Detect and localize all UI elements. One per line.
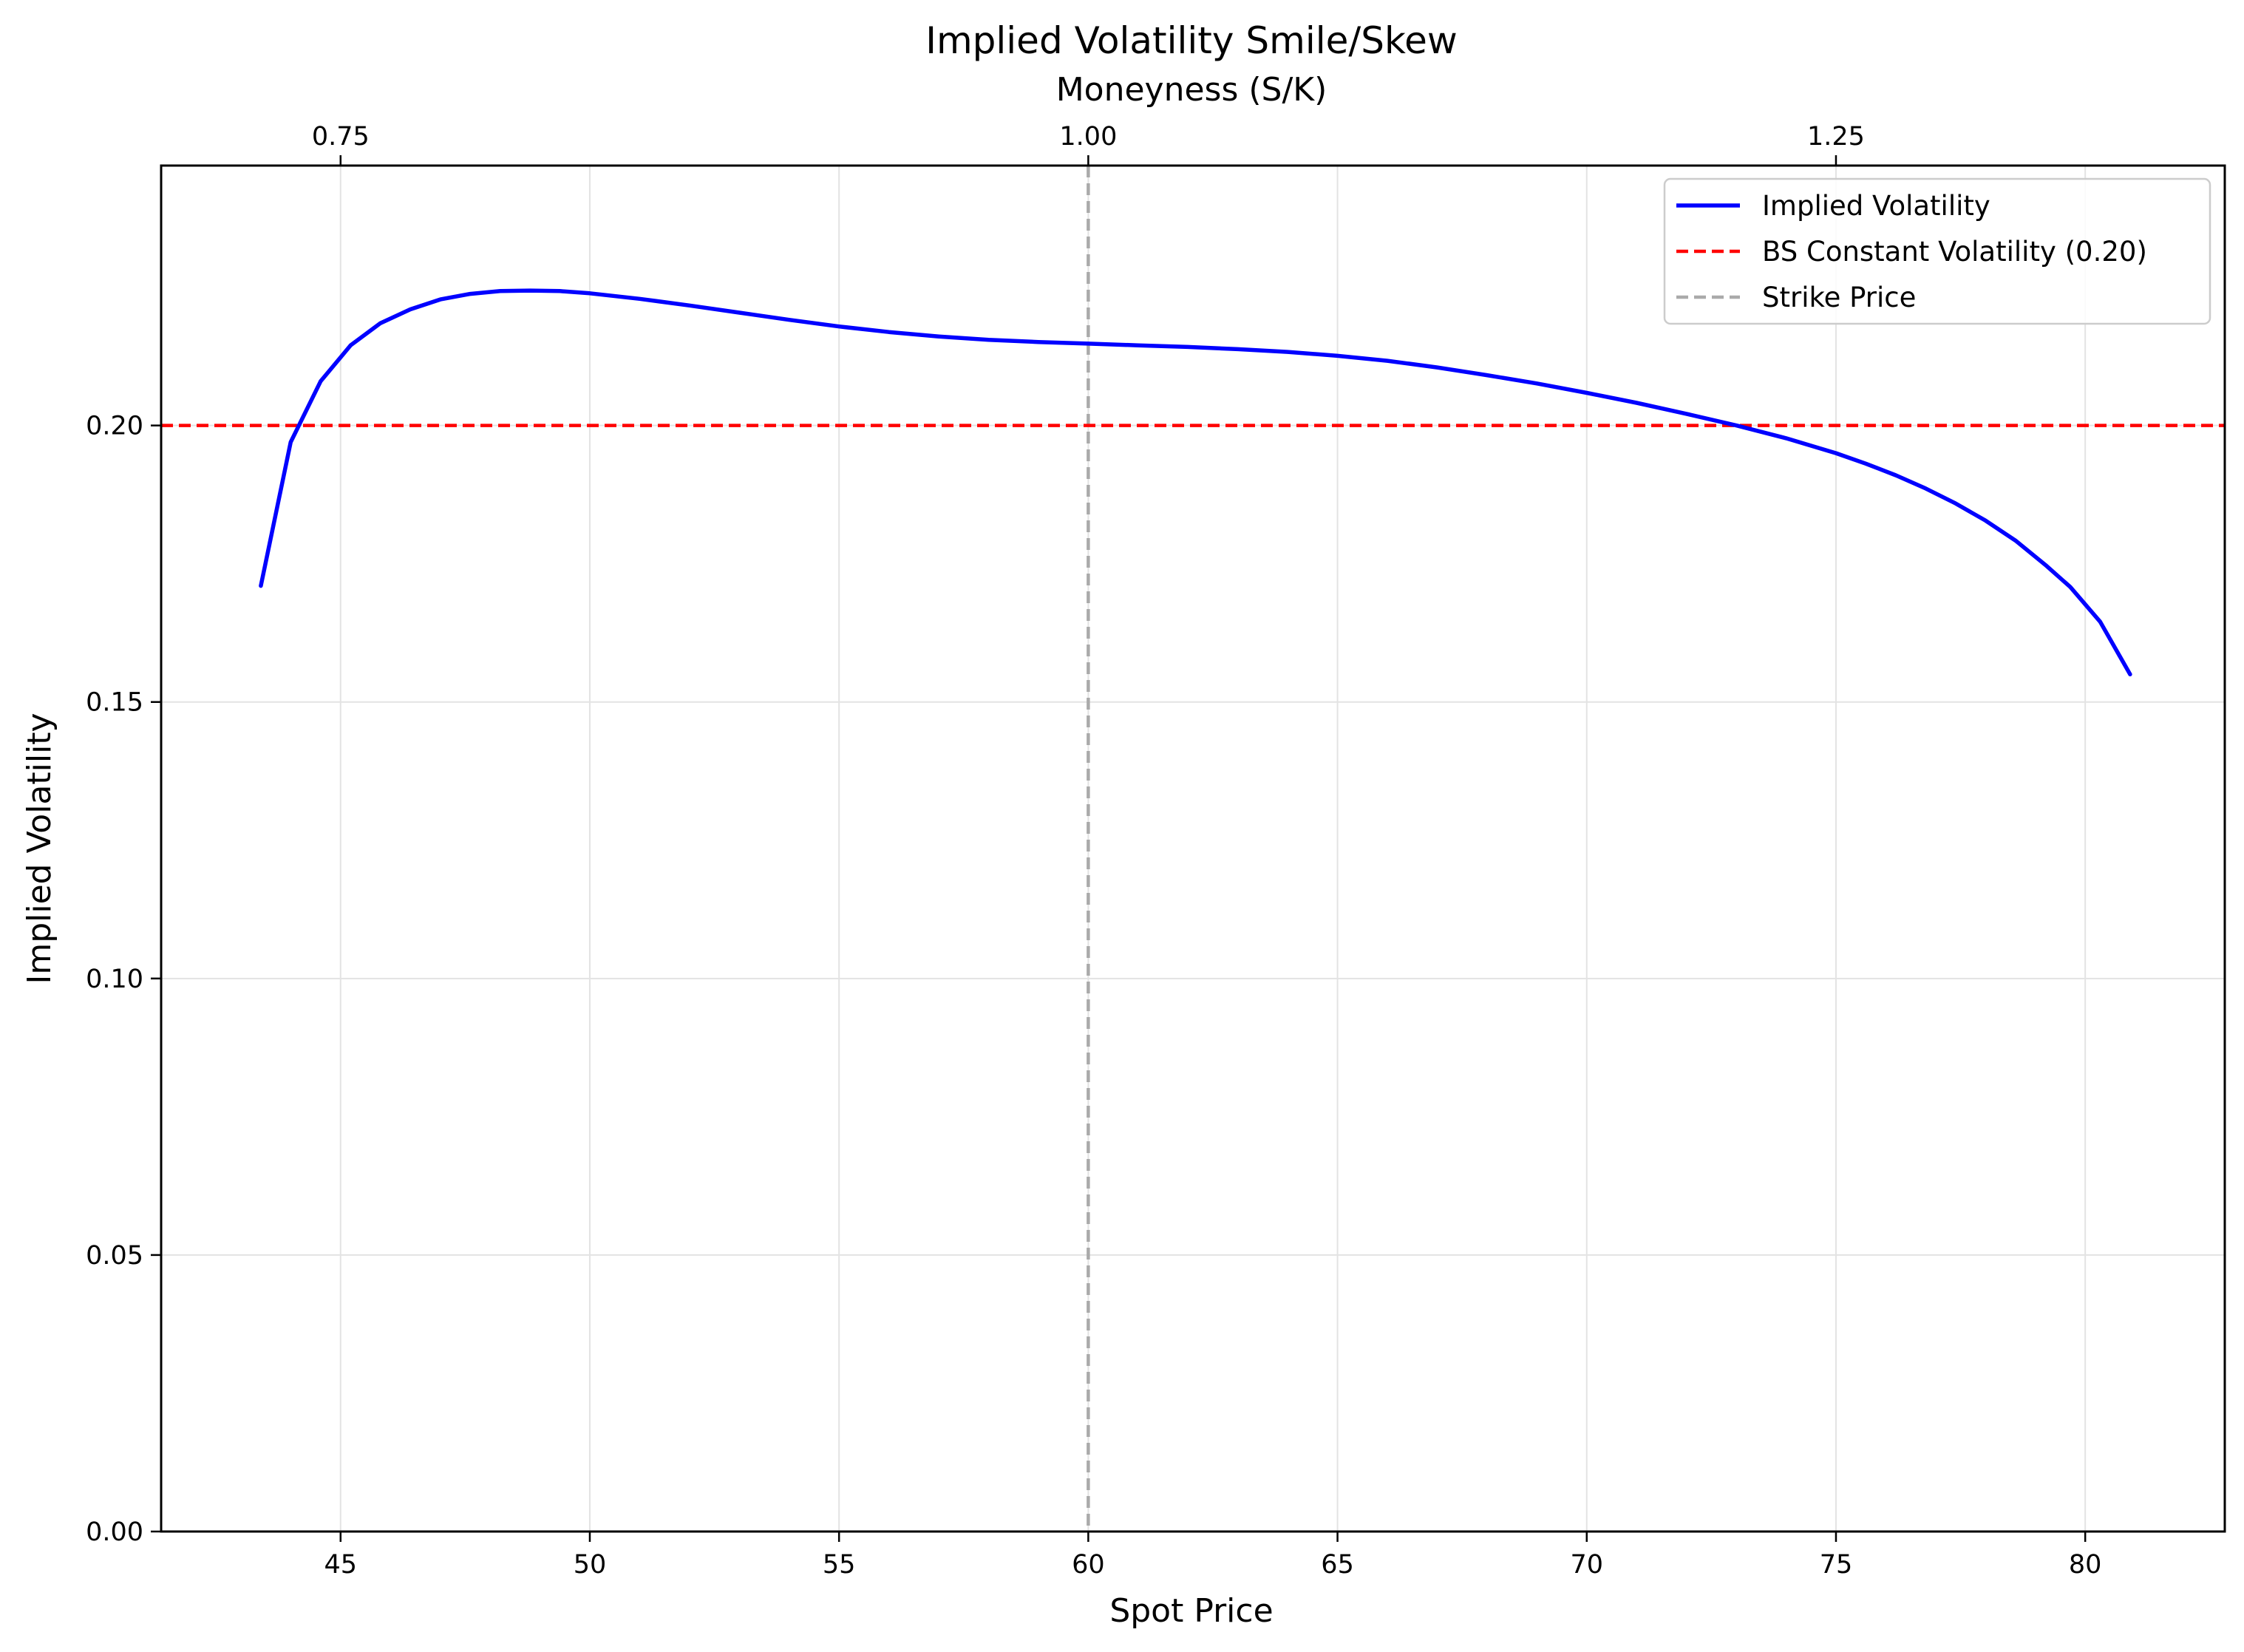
top-tick-label: 0.75 bbox=[312, 122, 370, 152]
x-tick-label: 70 bbox=[1570, 1550, 1603, 1580]
x-axis: 45 50 55 60 65 70 75 80 bbox=[324, 1532, 2102, 1580]
x-tick-label: 55 bbox=[823, 1550, 856, 1580]
legend: Implied Volatility BS Constant Volatilit… bbox=[1663, 177, 2211, 325]
top-axis-label: Moneyness (S/K) bbox=[1056, 71, 1327, 109]
y-tick-label: 0.15 bbox=[86, 688, 143, 718]
legend-label-implied-volatility: Implied Volatility bbox=[1762, 190, 1990, 222]
y-axis-label: Implied Volatility bbox=[21, 713, 58, 984]
legend-box bbox=[1663, 177, 2211, 325]
y-tick-label: 0.20 bbox=[86, 412, 143, 441]
x-tick-label: 50 bbox=[574, 1550, 607, 1580]
top-axis: 0.75 1.00 1.25 bbox=[312, 122, 1865, 166]
plot-frame bbox=[160, 164, 2226, 1533]
reference-lines bbox=[161, 166, 2225, 1532]
y-tick-label: 0.05 bbox=[86, 1241, 143, 1271]
x-tick-label: 60 bbox=[1072, 1550, 1105, 1580]
implied-volatility-line bbox=[259, 288, 2132, 677]
y-axis: 0.00 0.05 0.10 0.15 0.20 bbox=[86, 412, 161, 1547]
x-tick-label: 80 bbox=[2069, 1550, 2102, 1580]
x-tick-label: 65 bbox=[1321, 1550, 1354, 1580]
x-tick-label: 75 bbox=[1820, 1550, 1853, 1580]
x-axis-label: Spot Price bbox=[1109, 1592, 1273, 1630]
y-tick-label: 0.00 bbox=[86, 1517, 143, 1547]
top-tick-label: 1.25 bbox=[1807, 122, 1865, 152]
series-layer bbox=[259, 288, 2132, 677]
top-tick-label: 1.00 bbox=[1059, 122, 1117, 152]
y-tick-label: 0.10 bbox=[86, 965, 143, 994]
legend-label-bs-constant: BS Constant Volatility (0.20) bbox=[1762, 236, 2147, 268]
x-tick-label: 45 bbox=[324, 1550, 358, 1580]
legend-label-strike-price: Strike Price bbox=[1762, 282, 1916, 313]
chart-title: Implied Volatility Smile/Skew bbox=[925, 19, 1458, 62]
